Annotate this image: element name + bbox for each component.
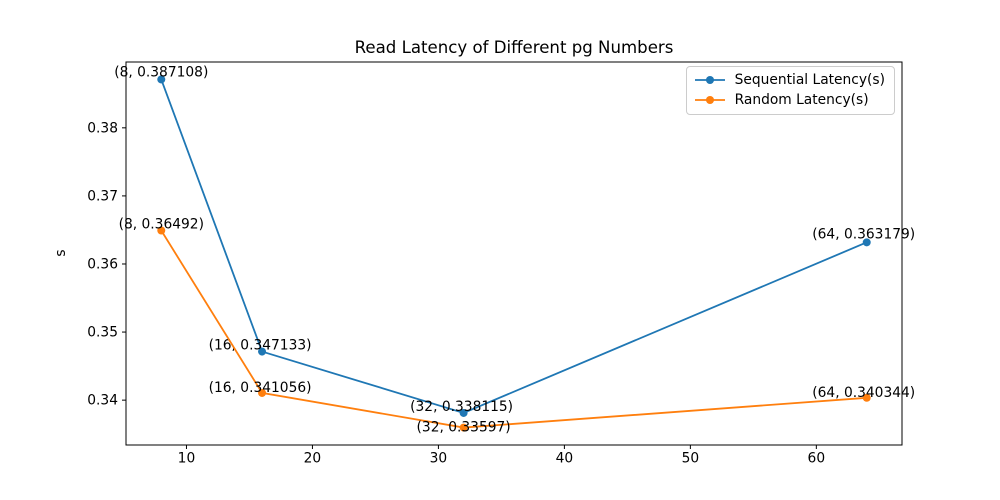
data-point-marker [862,393,871,402]
legend-label: Sequential Latency(s) [734,72,885,88]
point-annotation: (16, 0.341056) [209,380,312,396]
series-line-sequential [160,79,868,414]
point-annotation: (64, 0.340344) [812,385,915,401]
legend-line-marker-icon [694,76,725,84]
point-annotation: (8, 0.387108) [114,64,208,80]
data-point-marker [459,423,468,432]
legend-item: Random Latency(s) [694,92,885,108]
x-tick-label: 30 [430,451,448,467]
y-tick-label: 0.36 [87,256,118,272]
axes-frame [125,61,903,446]
point-annotation: (8, 0.36492) [119,216,204,232]
y-axis-label: s [53,249,69,256]
y-tick-label: 0.35 [87,325,118,341]
y-tick-label: 0.37 [87,188,118,204]
data-point-marker [258,388,267,397]
point-annotation: (32, 0.338115) [410,399,513,415]
legend-line-marker-icon [694,96,725,104]
y-tick-label: 0.34 [87,393,118,409]
data-point-marker [157,75,166,84]
x-tick-label: 20 [304,451,322,467]
chart-title: Read Latency of Different pg Numbers [355,38,674,57]
data-point-marker [862,238,871,247]
point-annotation: (32, 0.33597) [417,420,511,436]
plot-area: 10 20 30 40 50 60 0.34 0.35 0.36 0.37 0.38 (8, 0.38… [87,61,915,467]
x-tick-label: 10 [178,451,196,467]
series-line-random [160,230,867,429]
legend: Sequential Latency(s) Random Latency(s) [685,66,895,115]
legend-label: Random Latency(s) [734,92,869,108]
data-point-marker [459,408,468,417]
x-tick-label: 60 [808,451,826,467]
x-tick-label: 50 [682,451,700,467]
data-point-marker [258,347,267,356]
data-point-marker [157,226,166,235]
point-annotation: (64, 0.363179) [812,226,915,242]
y-tick-label: 0.38 [87,120,118,136]
x-tick-label: 40 [556,451,574,467]
point-annotation: (16, 0.347133) [209,338,312,354]
legend-item: Sequential Latency(s) [694,72,885,88]
